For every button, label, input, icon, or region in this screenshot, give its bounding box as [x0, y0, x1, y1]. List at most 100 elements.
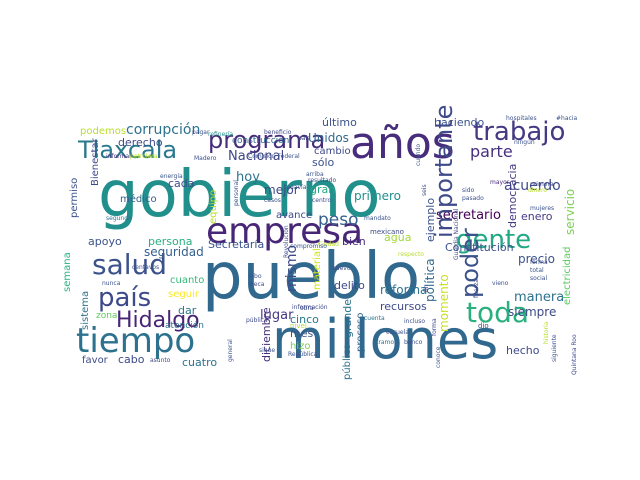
word-nacional: Nacional	[228, 149, 284, 164]
word-general: general	[227, 339, 234, 362]
word-todavia: resultado	[308, 177, 336, 184]
word-pais-small: energía	[160, 173, 183, 180]
word-asunto: asunto	[150, 357, 171, 364]
word-comision-federal: Comisión Federal	[248, 153, 300, 160]
word-peso: importante	[430, 105, 458, 238]
word-publico: público	[341, 344, 353, 380]
word-sigue: sigue	[259, 347, 275, 354]
word-servicio: servicio	[563, 189, 577, 235]
word-poder: poder	[456, 228, 484, 298]
word-mexicano: mexicano	[370, 228, 404, 236]
word-ciudad: Ciudad	[318, 241, 339, 248]
word-hizo: hizo	[290, 341, 310, 352]
word-salud: salud	[92, 248, 167, 281]
word-toda: toda	[466, 296, 529, 329]
word-favor: favor	[82, 355, 109, 366]
word-resultado: arriba	[306, 171, 324, 178]
word-escuela: escuela	[386, 329, 409, 336]
word-derecho: derecho	[118, 136, 163, 149]
word-mandato: mandato	[364, 215, 391, 222]
word-sistema: sistema	[80, 291, 91, 330]
word-hoy: hoy	[236, 170, 260, 185]
word-dio: dio	[478, 322, 489, 330]
word-ejemplo: ejemplo	[424, 198, 437, 242]
word-permiso: permiso	[69, 178, 80, 218]
word-diciembre: diciembre	[260, 307, 273, 362]
word-incluso: incluso	[404, 318, 425, 325]
word-pagar: pagar	[192, 129, 210, 136]
word-gente: gente	[456, 225, 531, 255]
word-enero: enero	[521, 210, 553, 223]
word-tiempo: tiempo	[76, 321, 195, 361]
word-primero: primero	[354, 189, 401, 203]
word-centro: casos	[264, 197, 281, 204]
word-guardia-nacional: Guardia Nacional	[453, 208, 460, 260]
word-ningun: pasado	[462, 195, 484, 202]
word-secretaria: Secretaría	[208, 238, 264, 251]
word-democracia: democracia	[506, 164, 519, 228]
word-fin: beca	[250, 281, 265, 288]
word-arriba: fuerza	[473, 279, 480, 298]
word-bienestar: Bienestar	[90, 137, 101, 186]
word-persona: persona	[148, 235, 192, 248]
word-quintana-roo: Quintana Roo	[571, 334, 578, 375]
word-sido: centro	[312, 197, 331, 204]
word-parte: parte	[470, 142, 513, 161]
word-gobierno: gobierno	[98, 158, 380, 232]
word-beca: robo	[248, 273, 262, 280]
word-cada: cada	[168, 177, 195, 190]
word-seguridad: seguridad	[144, 245, 204, 259]
word-vez: información	[292, 304, 328, 311]
word-compromiso: conoce	[435, 346, 442, 368]
word-pasado: sido	[462, 187, 475, 194]
word-mayor: mayor	[490, 179, 510, 186]
word-material: material	[312, 248, 323, 290]
word-pueblo: pueblo	[202, 240, 420, 314]
word-equipo: equipo	[208, 190, 219, 224]
word-corrupcion: corrupción	[126, 122, 200, 138]
word-acuerdo: acuerdo	[504, 178, 561, 194]
word-mismo: mismo	[284, 245, 300, 292]
word-forma: forma	[431, 318, 438, 336]
word-personal: personal	[233, 180, 240, 206]
word-importante: peso	[318, 210, 359, 230]
word-pais: país	[98, 283, 151, 313]
word-tramo: tramo	[376, 339, 394, 346]
word-agua: agua	[384, 231, 411, 244]
word-hecho: hecho	[506, 344, 540, 357]
word-trabajo: trabajo	[473, 117, 565, 147]
word-solo: sólo	[312, 156, 335, 169]
word-conoce: pública	[246, 317, 268, 324]
word-segundo: segundo	[106, 215, 132, 222]
word-secretario: secretario	[436, 208, 501, 223]
word-ultimo: último	[322, 116, 357, 129]
word-mejor: mejor	[264, 183, 299, 197]
word-energia: dinero	[528, 187, 547, 194]
word-fuerza: vieno	[492, 280, 509, 287]
word-vieno: social	[530, 275, 547, 282]
word-grande: grande	[341, 299, 354, 338]
word-millones: millones	[272, 308, 498, 371]
word-mujeres: mujeres	[530, 205, 554, 212]
word-dinero: primera	[530, 181, 554, 188]
word-manera: manera	[514, 290, 564, 305]
word-bien: bien	[342, 235, 366, 248]
word-historia: historia	[543, 321, 550, 344]
word-unidos: Unidos	[308, 131, 349, 145]
word-informar: informar	[106, 153, 132, 160]
word-precio: precio	[518, 252, 555, 266]
word-tlaxcala: Tlaxcala	[77, 136, 177, 164]
word-mes: mes	[290, 327, 313, 340]
word-republica: República	[288, 351, 318, 358]
word-gran: gran	[310, 183, 335, 196]
word-siguiente: siguiente	[551, 334, 558, 362]
word-cambio: cambio	[314, 146, 351, 157]
word-construccion: construcción	[232, 135, 289, 146]
word-social: total	[530, 267, 544, 274]
word-casos: todavía	[284, 184, 307, 191]
word-beneficio: beneficio	[264, 129, 292, 136]
word-avance: avance	[276, 210, 312, 221]
word-cuando: compromiso	[290, 243, 327, 250]
word-medico: médico	[120, 193, 157, 205]
